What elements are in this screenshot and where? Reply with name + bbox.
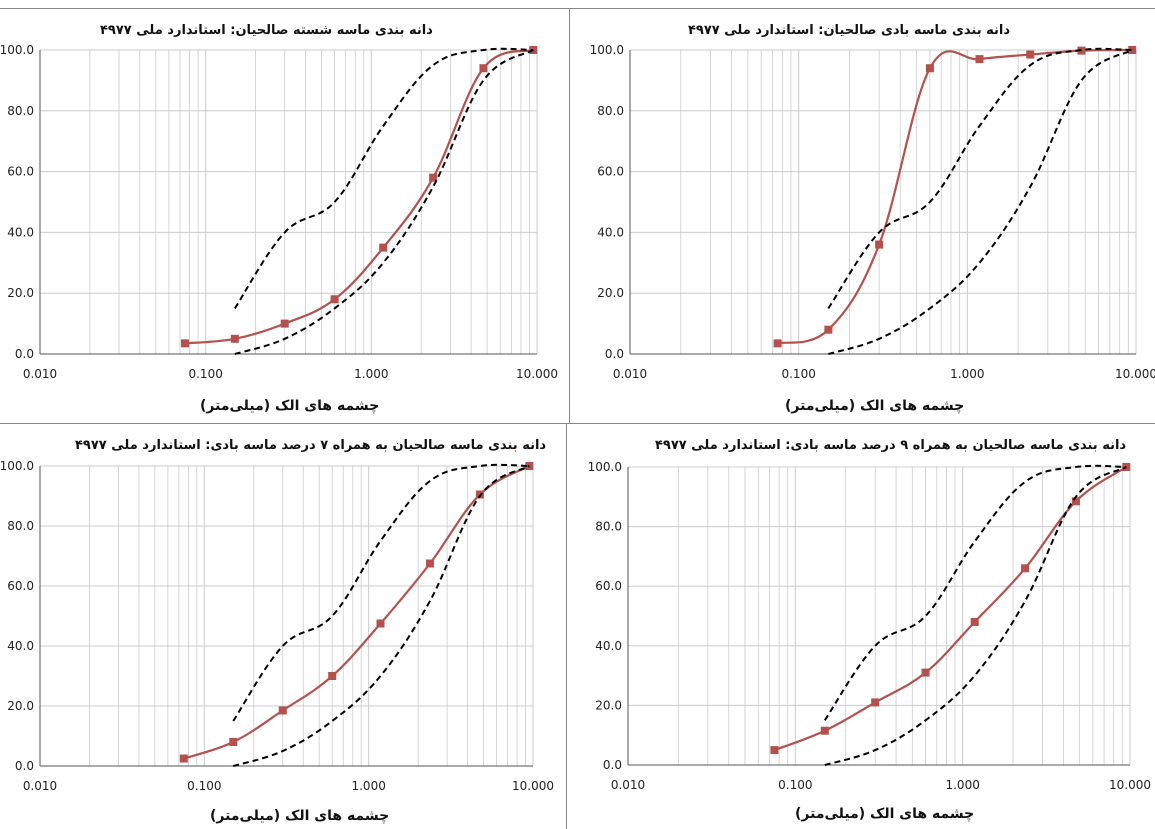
- y-tick-label: 80.0: [7, 519, 34, 533]
- chart-plot: 0.0 20.0 40.0 60.0 80.0 100.0 0.010 0.100 1.000 1…: [0, 43, 558, 381]
- y-tick-label: 60.0: [597, 165, 624, 179]
- data-point: [773, 339, 782, 348]
- data-point: [330, 295, 339, 304]
- data-point: [425, 559, 434, 568]
- x-tick-label: 1.000: [351, 779, 385, 793]
- x-tick-label: 1.000: [354, 367, 388, 381]
- y-tick-label: 20.0: [7, 699, 34, 713]
- x-axis-label: چشمه های الک (میلی‌متر): [785, 398, 965, 414]
- x-tick-label: 0.100: [778, 778, 812, 792]
- grading-curve: [183, 465, 530, 760]
- x-tick-label: 10.000: [512, 779, 554, 793]
- y-tick-label: 60.0: [595, 579, 622, 593]
- y-tick-label: 60.0: [7, 579, 34, 593]
- y-tick-label: 80.0: [7, 104, 34, 118]
- x-tick-label: 0.010: [23, 779, 57, 793]
- y-tick-label: 20.0: [595, 698, 622, 712]
- x-tick-label: 0.010: [611, 778, 645, 792]
- grading-curve: [774, 466, 1127, 752]
- data-point: [1128, 46, 1137, 54]
- data-point: [1021, 564, 1030, 573]
- y-tick-label: 100.0: [0, 459, 34, 473]
- grading-curve: [777, 48, 1133, 345]
- chart-title: دانه بندی ماسه بادی صالحیان: استاندارد م…: [688, 23, 1010, 38]
- data-point: [278, 706, 287, 715]
- x-tick-label: 10.000: [516, 367, 558, 381]
- y-tick-label: 0.0: [15, 759, 34, 773]
- x-axis-label: چشمه های الک (میلی‌متر): [210, 808, 390, 824]
- data-point: [280, 319, 289, 328]
- data-point: [229, 738, 238, 746]
- limit-curve: [823, 464, 1127, 721]
- data-point: [180, 339, 189, 348]
- data-point: [1026, 50, 1035, 59]
- y-tick-label: 80.0: [595, 520, 622, 534]
- chart-panel-2: دانه بندی ماسه بادی صالحیان: استاندارد م…: [590, 23, 1155, 414]
- data-point: [1122, 463, 1131, 471]
- x-axis-label: چشمه های الک (میلی‌متر): [200, 398, 380, 414]
- data-point: [179, 754, 188, 763]
- limit-curve: [828, 49, 1133, 355]
- chart-plot: 0.0 20.0 40.0 60.0 80.0 100.0 0.010 0.100 1.000 1…: [590, 43, 1155, 381]
- limit-curve: [827, 47, 1133, 309]
- y-tick-label: 40.0: [7, 225, 34, 239]
- x-axis-label: چشمه های الک (میلی‌متر): [795, 806, 975, 822]
- y-tick-label: 40.0: [7, 639, 34, 653]
- top-border: [0, 8, 1155, 9]
- data-point: [770, 746, 779, 755]
- y-tick-label: 20.0: [7, 286, 34, 300]
- horizontal-divider: [0, 423, 1155, 424]
- y-tick-label: 60.0: [7, 165, 34, 179]
- data-point: [328, 672, 337, 680]
- chart-plot: 0.0 20.0 40.0 60.0 80.0 100.0 0.010 0.100 1.000 1…: [0, 459, 554, 793]
- y-tick-label: 0.0: [605, 347, 624, 361]
- y-tick-label: 40.0: [597, 225, 624, 239]
- data-point: [479, 64, 488, 73]
- x-tick-label: 0.100: [781, 367, 815, 381]
- y-tick-label: 80.0: [597, 104, 624, 118]
- x-tick-label: 0.100: [188, 367, 222, 381]
- x-tick-label: 10.000: [1109, 778, 1151, 792]
- data-point: [970, 617, 979, 626]
- y-tick-label: 100.0: [590, 43, 624, 57]
- limit-curve: [234, 49, 534, 355]
- chart-title: دانه بندی ماسه شسته صالحیان: استاندارد م…: [100, 23, 433, 38]
- y-tick-label: 40.0: [595, 639, 622, 653]
- chart-title: دانه بندی ماسه صالحیان به همراه ۷ درصد م…: [75, 438, 547, 453]
- data-point: [925, 64, 934, 73]
- x-tick-label: 1.000: [950, 367, 984, 381]
- data-point: [820, 726, 829, 735]
- y-tick-label: 0.0: [15, 347, 34, 361]
- vertical-divider-top: [569, 8, 570, 423]
- vertical-divider-bottom: [566, 423, 567, 829]
- x-tick-label: 0.010: [23, 367, 57, 381]
- limit-curve: [824, 466, 1127, 766]
- data-point: [921, 668, 930, 677]
- data-point: [379, 243, 388, 252]
- data-point: [376, 619, 385, 628]
- y-tick-label: 100.0: [588, 460, 622, 474]
- x-tick-label: 0.010: [613, 367, 647, 381]
- data-point: [1071, 497, 1080, 506]
- x-tick-label: 10.000: [1115, 367, 1155, 381]
- y-tick-label: 100.0: [0, 43, 34, 57]
- x-tick-label: 0.100: [187, 779, 221, 793]
- y-tick-label: 0.0: [603, 758, 622, 772]
- limit-curve: [234, 47, 534, 309]
- y-tick-label: 20.0: [597, 286, 624, 300]
- data-point: [875, 240, 884, 249]
- chart-panel-1: دانه بندی ماسه شسته صالحیان: استاندارد م…: [0, 0, 569, 423]
- data-point: [230, 334, 239, 343]
- data-point: [429, 173, 438, 182]
- data-point: [871, 698, 880, 707]
- x-tick-label: 1.000: [945, 778, 979, 792]
- limit-curve: [232, 465, 530, 767]
- data-point: [824, 325, 833, 334]
- chart-title: دانه بندی ماسه صالحیان به همراه ۹ درصد م…: [655, 438, 1127, 453]
- chart-panel-3: دانه بندی ماسه صالحیان به همراه ۷ درصد م…: [0, 0, 569, 829]
- grading-curve: [184, 48, 534, 345]
- data-point: [975, 55, 984, 64]
